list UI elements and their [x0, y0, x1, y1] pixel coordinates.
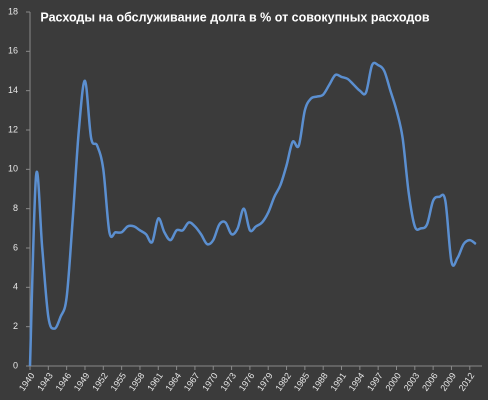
x-tick-label: 1976 [237, 371, 257, 393]
y-tick-label: 10 [8, 164, 18, 174]
x-tick-label: 1946 [54, 371, 74, 393]
x-tick-label: 1952 [90, 371, 110, 393]
x-tick-label: 1943 [35, 371, 55, 393]
x-tick-label: 1949 [72, 371, 92, 393]
x-tick-label: 1973 [218, 371, 238, 393]
x-tick-label: 1988 [310, 371, 330, 393]
x-tick-label: 2006 [420, 371, 440, 393]
x-tick-label: 1964 [163, 371, 183, 393]
x-tick-label: 1967 [182, 371, 202, 393]
y-tick-label: 4 [13, 282, 18, 292]
x-tick-label: 1961 [145, 371, 165, 393]
y-tick-label: 6 [13, 242, 18, 252]
x-tick-label: 1970 [200, 371, 220, 393]
x-tick-label: 1979 [255, 371, 275, 393]
y-tick-label: 12 [8, 124, 18, 134]
y-tick-label: 14 [8, 85, 18, 95]
x-tick-label: 1940 [17, 371, 37, 393]
y-tick-label: 2 [13, 321, 18, 331]
x-tick-label: 2012 [457, 371, 477, 393]
x-tick-label: 1958 [127, 371, 147, 393]
y-tick-label: 18 [8, 6, 18, 16]
x-tick-label: 1994 [347, 371, 367, 393]
y-tick-label: 8 [13, 203, 18, 213]
x-tick-label: 2003 [402, 371, 422, 393]
x-tick-label: 1985 [292, 371, 312, 393]
x-tick-label: 2000 [383, 371, 403, 393]
x-tick-label: 1955 [109, 371, 129, 393]
chart-title: Расходы на обслуживание долга в % от сов… [40, 10, 429, 24]
x-tick-label: 1982 [273, 371, 293, 393]
y-tick-label: 16 [8, 46, 18, 56]
data-line [28, 61, 477, 367]
x-tick-label: 2009 [438, 371, 458, 393]
x-tick-label: 1991 [328, 371, 348, 393]
x-tick-label: 1997 [365, 371, 385, 393]
y-tick-label: 0 [13, 360, 18, 370]
